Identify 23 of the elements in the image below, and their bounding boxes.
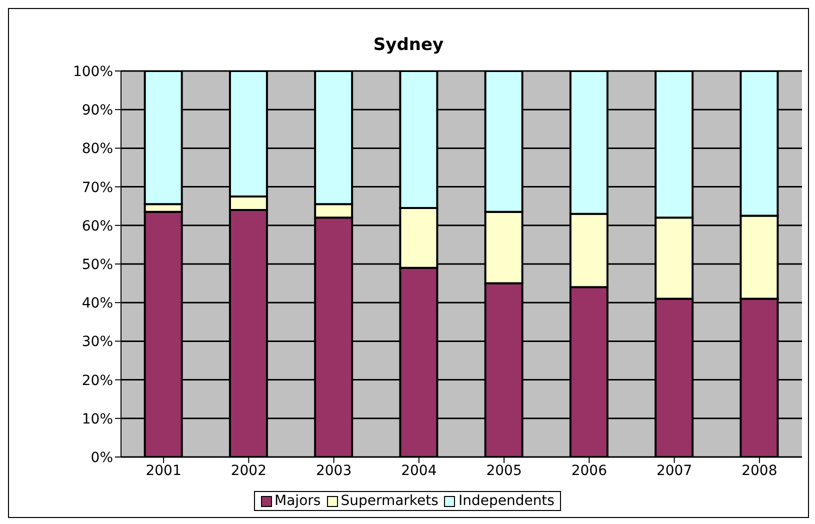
y-tick-label: 60% <box>82 218 113 234</box>
y-tick-label: 10% <box>82 411 113 428</box>
chart-title: Sydney <box>372 34 445 57</box>
y-tick-label: 20% <box>82 372 113 389</box>
y-tick-label: 90% <box>82 102 113 119</box>
legend-label: Independents <box>458 493 554 509</box>
x-tick-label: 2008 <box>742 462 778 479</box>
x-tick-label: 2006 <box>571 462 608 479</box>
x-tick-label: 2003 <box>316 462 352 479</box>
x-tick-label: 2001 <box>146 462 182 479</box>
x-tick-label: 2002 <box>230 462 267 479</box>
x-tick-label: 2005 <box>486 462 522 479</box>
y-tick-label: 30% <box>82 334 113 350</box>
y-tick-label: 40% <box>82 296 113 312</box>
y-tick-label: 100% <box>72 64 113 80</box>
y-tick-label: 70% <box>82 180 113 196</box>
legend-label: Majors <box>274 493 321 509</box>
y-tick-label: 0% <box>90 450 113 466</box>
y-tick-label: 50% <box>82 256 113 273</box>
legend-label: Supermarkets <box>340 493 438 509</box>
x-tick-label: 2007 <box>656 462 692 479</box>
x-tick-label: 2004 <box>401 462 437 479</box>
y-tick-label: 80% <box>82 141 113 158</box>
